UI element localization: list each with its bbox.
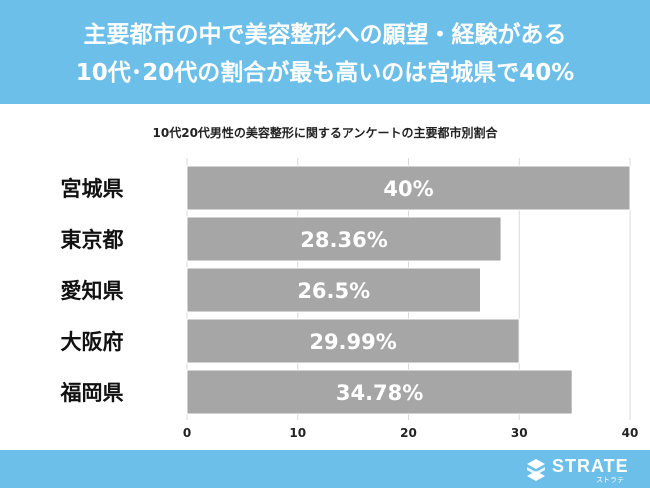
brand-name: STRATE: [552, 456, 629, 476]
value-label-3: 26.5%: [297, 279, 370, 303]
value-label-1: 40%: [383, 177, 433, 201]
category-label-4: 大阪府: [61, 330, 124, 354]
strate-logo: STRATE ストラテ: [526, 456, 636, 486]
bar-5: [186, 369, 573, 415]
value-label-5: 34.78%: [336, 381, 423, 405]
chart-title: 10代20代男性の美容整形に関するアンケートの主要都市別割合: [152, 126, 498, 140]
brand-name-kana: ストラテ: [596, 476, 624, 484]
header-banner: 主要都市の中で美容整形への願望・経験がある 10代･20代の割合が最も高いのは宮…: [0, 0, 650, 104]
category-label-3: 愛知県: [61, 279, 124, 303]
category-label-1: 宮城県: [61, 177, 124, 201]
value-label-4: 29.99%: [309, 330, 396, 354]
x-tick-label-4: 40: [622, 426, 639, 440]
headline-line-1: 主要都市の中で美容整形への願望・経験がある: [83, 22, 567, 48]
x-tick-label-3: 30: [511, 426, 528, 440]
category-label-2: 東京都: [61, 228, 124, 252]
x-tick-label-1: 10: [289, 426, 306, 440]
x-tick-label-0: 0: [183, 426, 191, 440]
headline-line-2: 10代･20代の割合が最も高いのは宮城県で40%: [75, 60, 575, 86]
bar-chart: 宮城県 40% 東京都 28.36% 愛知県 26.5% 大阪府 29.99% 福岡県 34.78…: [60, 158, 639, 440]
footer-banner: STRATE ストラテ: [0, 450, 650, 488]
value-label-2: 28.36%: [300, 228, 387, 252]
strate-logo-mark-icon: [527, 459, 545, 481]
bar-2: [186, 216, 502, 262]
bar-4: [186, 318, 520, 364]
bar-3: [186, 267, 481, 313]
category-label-5: 福岡県: [60, 381, 124, 405]
x-tick-label-2: 20: [400, 426, 417, 440]
bar-1: [186, 165, 631, 211]
